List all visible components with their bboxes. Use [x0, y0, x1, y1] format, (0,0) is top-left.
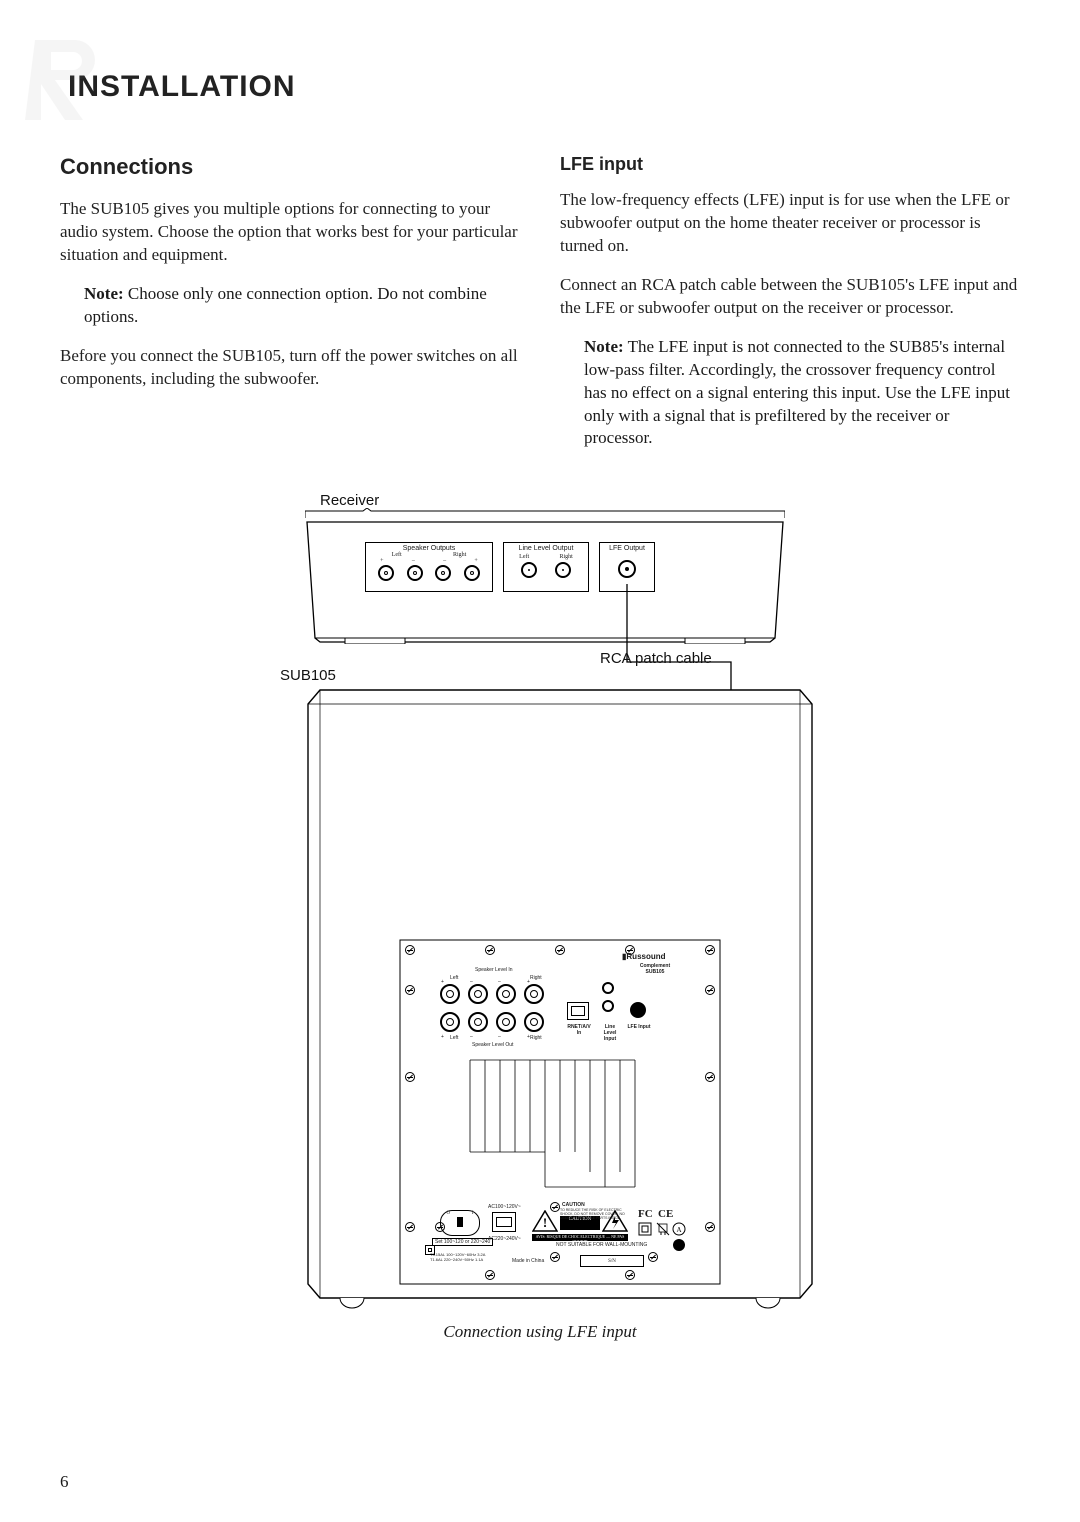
listed-mark-icon: A — [672, 1222, 686, 1236]
line-in-label: Line Level Input — [598, 1024, 622, 1042]
binding-post-icon — [468, 984, 488, 1004]
binding-post-icon — [440, 984, 460, 1004]
connection-figure: Receiver Speaker Outputs LeftRight +––+ — [60, 492, 1020, 1342]
rca-jack-icon — [602, 1000, 614, 1012]
square-mark-icon — [425, 1245, 435, 1255]
connections-p1: The SUB105 gives you multiple options fo… — [60, 198, 520, 267]
connections-note: Note: Choose only one connection option.… — [60, 283, 520, 329]
rnet-label: RNET/A/V In — [566, 1024, 592, 1036]
ac-label-2: AC220~240V~ — [488, 1236, 521, 1242]
svg-text:!: ! — [543, 1215, 547, 1230]
lfe-in-label: LFE Input — [626, 1024, 652, 1030]
right-column: LFE input The low-frequency effects (LFE… — [560, 154, 1020, 466]
fuse-rating: T3.15AL 100~120V~60Hz 3.2A T1.6AL 220~24… — [430, 1252, 485, 1262]
svg-text:A: A — [676, 1226, 681, 1234]
connections-p2: Before you connect the SUB105, turn off … — [60, 345, 520, 391]
sn-box: S/N — [580, 1255, 644, 1267]
binding-post-icon — [524, 984, 544, 1004]
connections-heading: Connections — [60, 154, 520, 180]
double-insulated-icon — [638, 1222, 652, 1236]
iec-inlet-icon — [492, 1212, 516, 1232]
ce-mark-icon: CE — [658, 1208, 673, 1220]
binding-post-icon — [496, 1012, 516, 1032]
note-text: Choose only one connection option. Do no… — [84, 284, 487, 326]
wall-mount-warning: NOT SUITABLE FOR WALL-MOUNTING — [556, 1242, 647, 1248]
binding-post-icon — [440, 1012, 460, 1032]
binding-post-icon — [496, 984, 516, 1004]
binding-post-icon — [524, 1012, 544, 1032]
rohs-mark-icon — [672, 1238, 686, 1252]
left-column: Connections The SUB105 gives you multipl… — [60, 154, 520, 466]
note-label: Note: — [84, 284, 124, 303]
brand-watermark — [25, 30, 105, 120]
note-label: Note: — [584, 337, 624, 356]
model-label: Complement SUB105 — [630, 963, 680, 975]
cable-label: RCA patch cable — [600, 650, 712, 667]
lfe-p1: The low-frequency effects (LFE) input is… — [560, 189, 1020, 258]
lfe-note: Note: The LFE input is not connected to … — [560, 336, 1020, 451]
spk-out-label: Speaker Level Out — [472, 1042, 513, 1048]
rca-jack-icon — [602, 982, 614, 994]
spk-in-label: Speaker Level In — [475, 967, 513, 973]
page-number: 6 — [60, 1472, 69, 1492]
brand-label: ▮Russound — [622, 952, 666, 961]
made-in-label: Made in China — [512, 1258, 544, 1264]
rnet-jack-icon — [567, 1002, 589, 1020]
fcc-mark-icon: FC — [638, 1208, 653, 1220]
voltage-switch-icon: OI — [440, 1210, 480, 1236]
ac-label-1: AC100~120V~ — [488, 1204, 521, 1210]
content-columns: Connections The SUB105 gives you multipl… — [60, 154, 1020, 466]
binding-post-icon — [468, 1012, 488, 1032]
warning-triangle-icon: ! — [532, 1210, 558, 1232]
note-text: The LFE input is not connected to the SU… — [584, 337, 1010, 448]
lfe-heading: LFE input — [560, 154, 1020, 175]
sub-shell: ▮Russound Complement SUB105 Speaker Leve… — [300, 682, 820, 1302]
lfe-p2: Connect an RCA patch cable between the S… — [560, 274, 1020, 320]
weee-icon — [656, 1222, 670, 1236]
figure-caption: Connection using LFE input — [443, 1322, 636, 1342]
connection-diagram: Receiver Speaker Outputs LeftRight +––+ — [260, 492, 820, 1312]
page-title: INSTALLATION — [68, 70, 1020, 104]
